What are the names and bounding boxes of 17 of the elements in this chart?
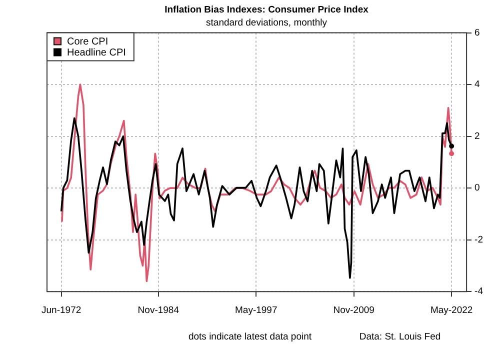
x-tick-label: Nov-1984 — [138, 304, 180, 316]
text: Data: St. Louis Fed — [359, 332, 441, 343]
chart-title: Inflation Bias Indexes: Consumer Price Index — [164, 4, 370, 16]
legend-label: Headline CPI — [67, 48, 126, 59]
chart-subtitle: standard deviations, monthly — [206, 18, 328, 29]
legend-label: Core CPI — [67, 36, 108, 48]
x-tick-label: May-2022 — [430, 304, 473, 316]
y-tick-label: 6 — [474, 27, 480, 38]
x-tick-label: Jun-1972 — [42, 304, 82, 316]
x-tick-label: May-1997 — [235, 304, 278, 316]
y-tick-label: -4 — [474, 286, 484, 298]
y-tick-label: 0 — [474, 182, 480, 194]
y-tick-label: 2 — [474, 130, 480, 142]
text: dots indicate latest data point — [188, 332, 312, 343]
y-tick-label: -2 — [474, 234, 484, 246]
x-tick-label: Nov-2009 — [333, 304, 374, 316]
y-tick-label: 4 — [474, 79, 480, 90]
